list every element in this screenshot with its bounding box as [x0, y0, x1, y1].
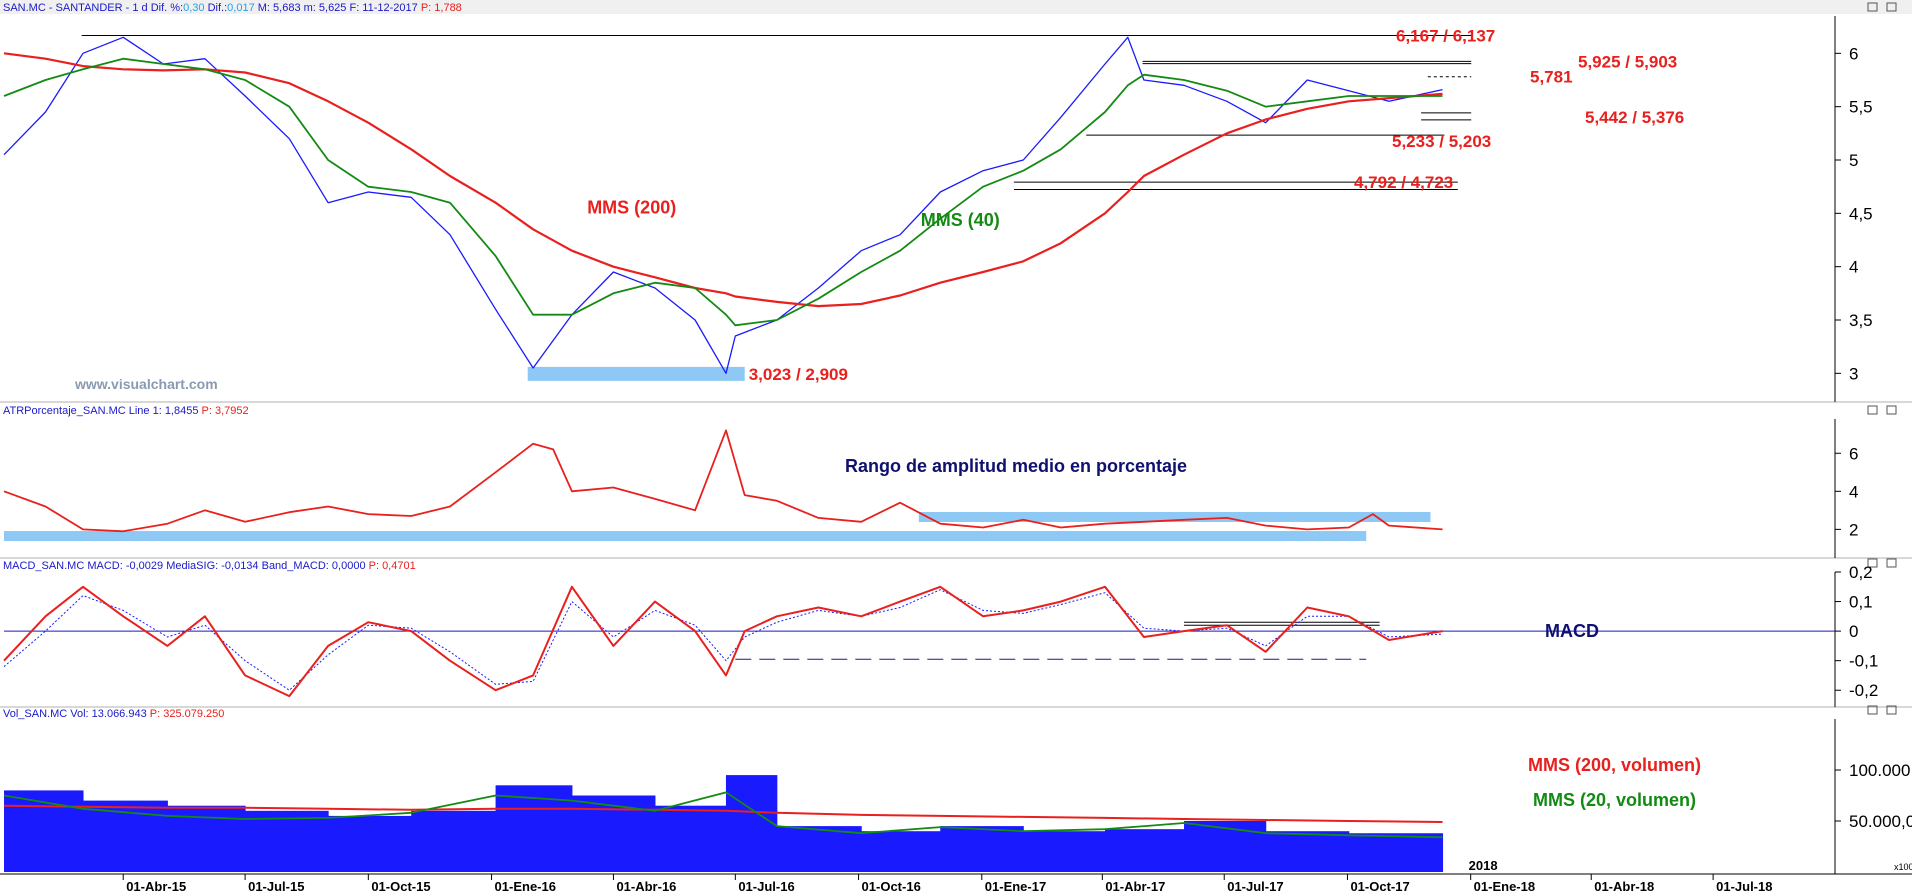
price-series — [3, 36, 1443, 374]
level-label: 5,781 — [1530, 68, 1573, 87]
x-year-marker: 2018 — [1469, 858, 1498, 873]
y-tick-label: 4 — [1849, 258, 1858, 277]
vol-sma20-series — [3, 791, 1443, 839]
series-label: MMS (40) — [921, 210, 1000, 230]
sma200-series — [3, 52, 1443, 308]
x-tick-label: 01-Jul-15 — [248, 879, 304, 892]
header-volume: Vol_SAN.MC Vol: 13.066.943 P: 325.079.25… — [3, 708, 224, 720]
volume-label: MMS (200, volumen) — [1528, 755, 1701, 775]
atr-band — [4, 531, 1367, 542]
restore-icon — [1867, 705, 1878, 715]
watermark: www.visualchart.com — [74, 376, 218, 392]
x-tick-label: 01-Abr-16 — [616, 879, 676, 892]
x-tick-label: 01-Oct-16 — [862, 879, 921, 892]
volume-bar — [411, 810, 497, 872]
volume-bar — [1184, 821, 1267, 872]
macd-signal-series — [3, 589, 1443, 691]
y-tick-label: 4,5 — [1849, 204, 1873, 223]
volume-bar — [940, 826, 1024, 872]
x-tick-label: 01-Jul-16 — [738, 879, 794, 892]
x-tick-label: 01-Jul-17 — [1227, 879, 1283, 892]
volume-bar — [83, 800, 168, 872]
vol-sma200-series — [3, 804, 1443, 823]
x-tick-label: 01-Ene-17 — [985, 879, 1046, 892]
level-label: 4,792 / 4,723 — [1354, 173, 1453, 192]
close-icon — [1886, 2, 1897, 12]
close-icon — [1886, 705, 1897, 715]
level-label: 5,233 / 5,203 — [1392, 132, 1491, 151]
x-tick-label: 01-Jul-18 — [1716, 879, 1772, 892]
x-tick-label: 01-Ene-18 — [1474, 879, 1535, 892]
atr-caption: Rango de amplitud medio en porcentaje — [845, 456, 1187, 476]
y-tick-label: 4 — [1849, 482, 1858, 501]
restore-icon — [1867, 405, 1878, 415]
volume-bar — [245, 810, 329, 872]
volume-bar — [1265, 831, 1350, 872]
x-tick-label: 01-Abr-18 — [1594, 879, 1654, 892]
y-tick-label: 3,5 — [1849, 311, 1873, 330]
volume-bar — [725, 775, 778, 872]
atr-band — [918, 511, 1431, 522]
series-label: MMS (200) — [587, 197, 676, 217]
sma40-series — [3, 57, 1443, 327]
support-band — [527, 366, 745, 381]
y-tick-label: 50.000,000 — [1849, 812, 1912, 831]
y-tick-label: 0,1 — [1849, 593, 1873, 612]
atr-series — [3, 429, 1443, 533]
y-tick-label: 5 — [1849, 151, 1858, 170]
x-tick-label: 01-Ene-16 — [495, 879, 556, 892]
scale-label: x100 — [1894, 862, 1912, 872]
header-macd: MACD_SAN.MC MACD: -0,0029 MediaSIG: -0,0… — [3, 560, 416, 572]
volume-bar — [1023, 831, 1106, 872]
y-tick-label: 0 — [1849, 622, 1858, 641]
header-main: SAN.MC - SANTANDER - 1 d Dif. %:0,30 Dif… — [3, 2, 462, 14]
y-tick-label: 100.000,000 — [1849, 761, 1912, 780]
level-label: 6,167 / 6,137 — [1396, 27, 1495, 46]
x-tick-label: 01-Abr-15 — [126, 879, 186, 892]
y-tick-label: -0,2 — [1849, 681, 1878, 700]
volume-bar — [1105, 829, 1185, 872]
close-icon — [1886, 405, 1897, 415]
level-label: 5,925 / 5,903 — [1578, 52, 1677, 71]
restore-icon — [1867, 558, 1878, 568]
volume-bar — [1348, 833, 1444, 872]
y-tick-label: -0,1 — [1849, 652, 1878, 671]
volume-bar — [861, 831, 941, 872]
support-band-label: 3,023 / 2,909 — [749, 365, 848, 384]
close-icon — [1886, 558, 1897, 568]
y-tick-label: 6 — [1849, 444, 1858, 463]
macd-series — [3, 585, 1443, 698]
y-tick-label: 2 — [1849, 520, 1858, 539]
x-tick-label: 01-Oct-17 — [1350, 879, 1409, 892]
restore-icon — [1867, 2, 1878, 12]
x-tick-label: 01-Abr-17 — [1105, 879, 1165, 892]
volume-bar — [4, 790, 84, 872]
level-label: 5,442 / 5,376 — [1585, 108, 1684, 127]
volume-bar — [776, 826, 862, 872]
volume-bar — [654, 805, 727, 872]
y-tick-label: 0,2 — [1849, 563, 1873, 582]
volume-bar — [328, 815, 412, 872]
header-atr: ATRPorcentaje_SAN.MC Line 1: 1,8455 P: 3… — [3, 405, 249, 417]
volume-bar — [571, 795, 656, 872]
macd-caption: MACD — [1545, 621, 1599, 641]
volume-label: MMS (20, volumen) — [1533, 790, 1696, 810]
y-tick-label: 3 — [1849, 364, 1858, 383]
y-tick-label: 6 — [1849, 44, 1858, 63]
y-tick-label: 5,5 — [1849, 98, 1873, 117]
x-tick-label: 01-Oct-15 — [371, 879, 430, 892]
